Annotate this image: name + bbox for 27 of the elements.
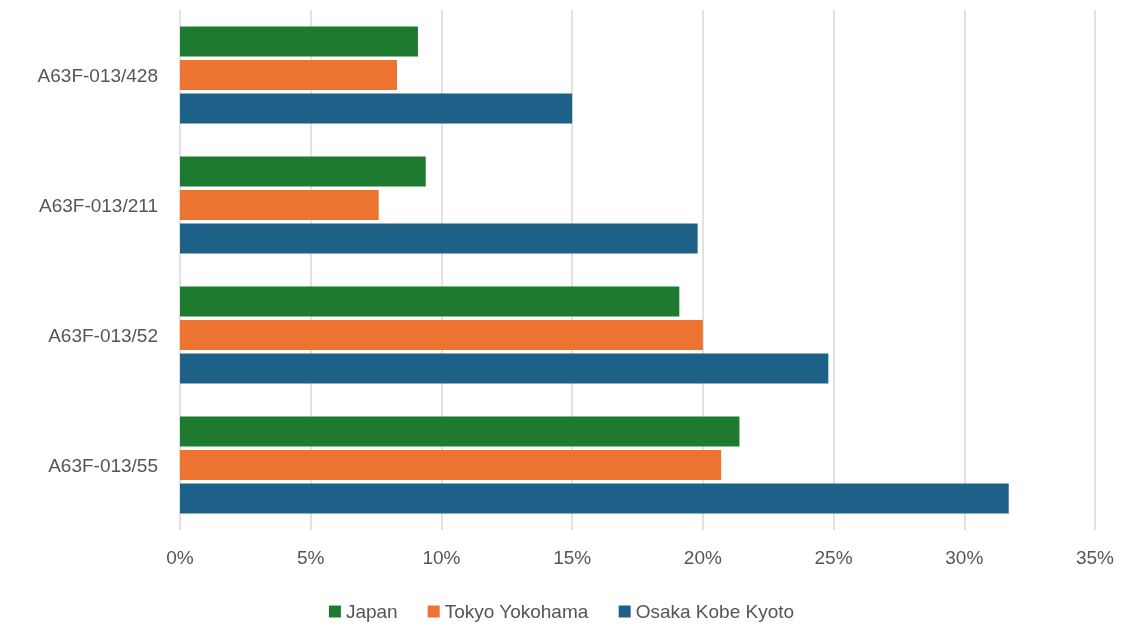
bar <box>180 190 379 220</box>
y-tick-label: A63F-013/211 <box>38 194 158 216</box>
bar <box>180 483 1009 514</box>
x-tick-label: 0% <box>166 547 194 568</box>
x-tick-label: 30% <box>945 547 984 568</box>
x-tick-label: 5% <box>296 547 325 568</box>
bar <box>180 26 418 57</box>
bar <box>180 156 426 187</box>
x-tick-label: 20% <box>683 547 722 568</box>
x-tick-label: 25% <box>814 547 853 568</box>
bar <box>180 416 740 447</box>
bar <box>180 286 680 317</box>
y-tick-label: A63F-013/55 <box>48 454 158 476</box>
y-tick-label: A63F-013/52 <box>48 324 158 346</box>
bar <box>180 223 698 254</box>
x-tick-label: 10% <box>422 547 461 568</box>
bar <box>180 93 573 124</box>
legend-label: Japan <box>345 601 398 622</box>
bar <box>180 320 703 350</box>
bar <box>180 450 722 480</box>
bar <box>180 60 397 90</box>
x-tick-label: 35% <box>1075 547 1115 568</box>
x-tick-label: 15% <box>553 547 592 568</box>
legend-label: Tokyo Yokohama <box>444 601 589 622</box>
bar <box>180 353 829 384</box>
legend-label: Osaka Kobe Kyoto <box>635 601 795 622</box>
y-tick-label: A63F-013/428 <box>37 64 158 86</box>
